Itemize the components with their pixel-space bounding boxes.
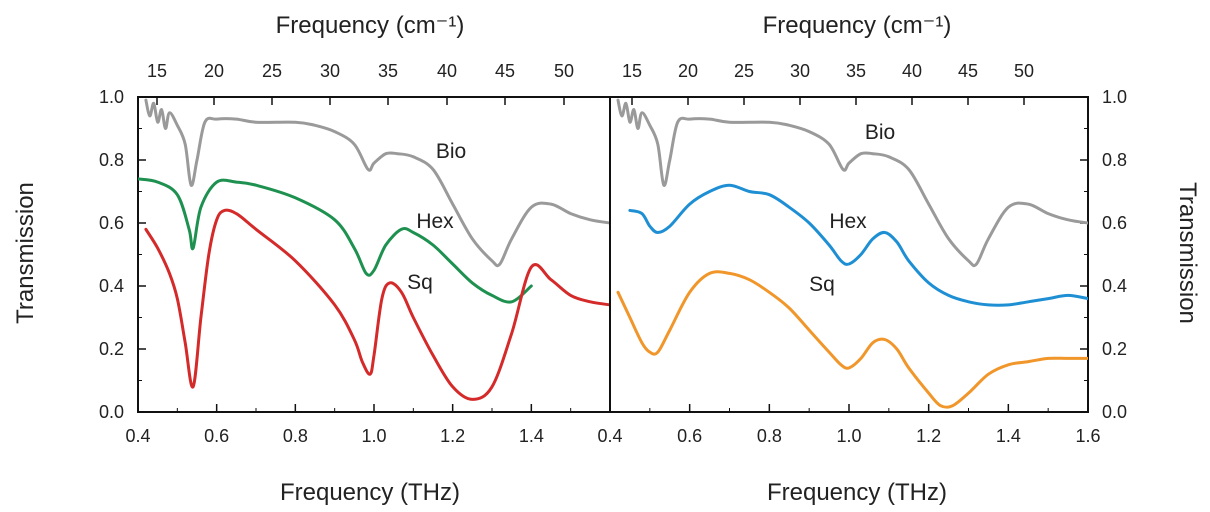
right-x-tick-label: 1.0: [836, 426, 861, 446]
right-x-tick-label: 0.4: [597, 426, 622, 446]
bottom-axis-title-left: Frequency (THz): [280, 479, 460, 506]
right-y-tick-label: 1.0: [1102, 87, 1127, 107]
right-bio-curve: [616, 98, 1088, 268]
right-x-tick-label: 1.2: [916, 426, 941, 446]
y-axis-title-left: Transmission: [12, 182, 39, 324]
bottom-axis-title-right: Frequency (THz): [767, 479, 947, 506]
left-hex-curve: [138, 177, 533, 304]
left-x-tick-label: 1.0: [361, 426, 386, 446]
right-x-tick-label: 0.6: [677, 426, 702, 446]
top-axis-title-right: Frequency (cm⁻¹): [763, 12, 952, 39]
left-x2-tick-label: 50: [554, 61, 574, 81]
right-x2-tick-label: 25: [734, 61, 754, 81]
left-y-tick-label: 0.2: [99, 339, 124, 359]
left-y-tick-label: 1.0: [99, 87, 124, 107]
top-axis-title-left: Frequency (cm⁻¹): [276, 12, 465, 39]
left-x2-tick-label: 25: [262, 61, 282, 81]
right-x-tick-label: 1.4: [996, 426, 1021, 446]
left-y-tick-label: 0.8: [99, 150, 124, 170]
right-label-sq: Sq: [809, 273, 835, 296]
left-x2-tick-label: 35: [378, 61, 398, 81]
left-x-tick-label: 0.4: [125, 426, 150, 446]
right-y-tick-label: 0.2: [1102, 339, 1127, 359]
left-x-tick-label: 0.6: [204, 426, 229, 446]
right-sq-curve: [616, 270, 1088, 409]
left-panel: 0.4 0.6 0.8 1.0 1.2 1.4 15 20 25 30 35 40 45 50 0.0 0.2…: [99, 61, 611, 446]
left-x2-tick-label: 40: [437, 61, 457, 81]
right-label-bio: Bio: [865, 121, 895, 144]
right-x2-tick-label: 50: [1014, 61, 1034, 81]
left-label-bio: Bio: [436, 140, 466, 163]
right-y-tick-label: 0.4: [1102, 276, 1127, 296]
left-x2-tick-label: 15: [147, 61, 167, 81]
right-x-tick-label: 1.6: [1075, 426, 1100, 446]
right-x2-tick-label: 35: [846, 61, 866, 81]
left-x2-tick-label: 20: [204, 61, 224, 81]
left-label-sq: Sq: [407, 271, 433, 294]
left-bio-curve: [144, 98, 610, 268]
left-x-tick-label: 1.2: [440, 426, 465, 446]
left-label-hex: Hex: [416, 210, 454, 233]
left-x-tick-label: 0.8: [283, 426, 308, 446]
left-x2-tick-label: 45: [495, 61, 515, 81]
right-y-tick-label: 0.6: [1102, 213, 1127, 233]
right-x2-tick-label: 30: [790, 61, 810, 81]
right-x2-tick-label: 45: [958, 61, 978, 81]
left-x-tick-label: 1.4: [519, 426, 544, 446]
left-x2-tick-label: 30: [320, 61, 340, 81]
right-y-tick-label: 0.8: [1102, 150, 1127, 170]
right-label-hex: Hex: [829, 210, 867, 233]
right-y-tick-label: 0.0: [1102, 402, 1127, 422]
right-plot-frame: [609, 96, 1089, 413]
right-x2-tick-label: 40: [902, 61, 922, 81]
left-y-tick-label: 0.0: [99, 402, 124, 422]
right-x-tick-label: 0.8: [757, 426, 782, 446]
y-axis-title-right: Transmission: [1174, 182, 1201, 324]
figure-titles: Frequency (cm⁻¹) Frequency (cm⁻¹) Freque…: [12, 12, 1201, 506]
right-x2-tick-label: 15: [622, 61, 642, 81]
left-y-tick-label: 0.4: [99, 276, 124, 296]
left-y-tick-label: 0.6: [99, 213, 124, 233]
left-sq-curve: [144, 208, 610, 401]
right-panel: 0.4 0.6 0.8 1.0 1.2 1.4 1.6 15 20 25 30 35 40 45 50 0.0…: [597, 61, 1127, 446]
right-hex-curve: [628, 183, 1088, 307]
right-x2-tick-label: 20: [678, 61, 698, 81]
